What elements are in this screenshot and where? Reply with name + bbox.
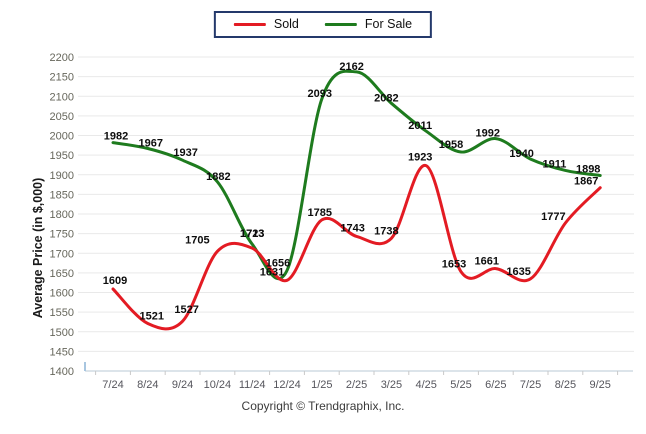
y-tick-label: 1800 <box>50 209 74 221</box>
y-tick-label: 2000 <box>50 131 74 143</box>
x-tick-label: 9/24 <box>172 379 193 391</box>
sold-data-label: 1867 <box>574 176 598 188</box>
x-tick-label: 9/25 <box>589 379 610 391</box>
sold-data-label: 1743 <box>340 222 364 234</box>
copyright-notice: Copyright © Trendgraphix, Inc. <box>241 399 405 413</box>
sold-data-label: 1521 <box>140 311 164 323</box>
legend-label-for-sale: For Sale <box>364 17 413 31</box>
y-tick-label: 2100 <box>50 91 74 103</box>
legend-label-sold: Sold <box>273 17 299 31</box>
y-tick-label: 1550 <box>50 307 74 319</box>
sold-data-label: 1713 <box>240 228 264 240</box>
for-sale-data-label: 2093 <box>308 88 332 100</box>
for-sale-line <box>111 69 602 280</box>
x-tick-label: 3/25 <box>381 379 402 391</box>
for-sale-data-label: 1898 <box>576 164 600 176</box>
sold-data-label: 1609 <box>103 275 127 287</box>
y-axis-title: Average Price (in $,000) <box>31 178 45 319</box>
x-tick-label: 8/25 <box>555 379 576 391</box>
for-sale-data-label: 1882 <box>206 171 230 183</box>
x-tick-label: 11/24 <box>239 379 266 391</box>
y-tick-label: 1700 <box>50 248 74 260</box>
for-sale-data-label: 1656 <box>266 258 290 270</box>
x-tick-label: 1/25 <box>311 379 332 391</box>
sold-line <box>111 164 602 331</box>
x-tick-label: 7/25 <box>520 379 541 391</box>
legend-item-sold: Sold <box>233 17 299 31</box>
x-tick-label: 4/25 <box>415 379 436 391</box>
sold-data-label: 1923 <box>408 152 432 164</box>
x-tick-label: 8/24 <box>137 379 158 391</box>
y-tick-label: 1750 <box>50 229 74 241</box>
x-tick-label: 5/25 <box>450 379 471 391</box>
y-tick-label: 1600 <box>50 288 74 300</box>
for-sale-data-label: 1967 <box>139 137 163 149</box>
x-tick-label: 10/24 <box>204 379 232 391</box>
for-sale-data-label: 1937 <box>173 147 197 159</box>
y-tick-label: 1500 <box>50 327 74 339</box>
sold-data-label: 1777 <box>541 211 565 223</box>
for-sale-data-label: 1992 <box>476 128 500 140</box>
y-tick-label: 1400 <box>50 366 74 378</box>
sold-data-label: 1635 <box>506 266 530 278</box>
chart-legend: Sold For Sale <box>213 11 433 38</box>
for-sale-data-label: 1958 <box>439 139 463 151</box>
sold-data-label: 1631 <box>260 266 284 278</box>
for-sale-data-label: 1723 <box>240 228 264 240</box>
x-axis-tick-labels: 7/24 8/24 9/24 10/24 11/24 12/24 1/25 2/25 3/25 4… <box>102 379 611 391</box>
sold-data-label: 1661 <box>475 256 499 268</box>
for-sale-line-swatch <box>324 22 357 26</box>
sold-data-label: 1527 <box>174 304 198 316</box>
y-tick-label: 2200 <box>50 52 74 64</box>
x-tick-label: 2/25 <box>346 379 367 391</box>
for-sale-data-label: 2011 <box>408 120 432 132</box>
sold-data-label: 1653 <box>442 259 466 271</box>
for-sale-data-label: 2082 <box>374 92 398 104</box>
gridlines <box>78 56 634 352</box>
x-tick-label: 12/24 <box>273 379 301 391</box>
y-tick-label: 1450 <box>50 346 74 358</box>
y-tick-label: 1850 <box>50 189 74 201</box>
sold-line-swatch <box>233 22 266 26</box>
for-sale-data-label: 1982 <box>104 131 128 143</box>
for-sale-data-label: 1940 <box>509 148 533 160</box>
sold-data-label: 1738 <box>374 225 398 237</box>
y-tick-label: 1950 <box>50 150 74 162</box>
data-point-labels: 1609 1521 1527 1705 1713 1631 1785 1743 1738 1923… <box>103 61 601 323</box>
y-tick-label: 1900 <box>50 170 74 182</box>
sold-data-label: 1705 <box>185 234 209 246</box>
y-axis-tick-labels: 1400 1450 1500 1550 1600 1650 1700 1750 1800 1850… <box>50 52 74 378</box>
y-tick-label: 1650 <box>50 268 74 280</box>
for-sale-data-label: 1911 <box>542 158 566 170</box>
sold-data-label: 1785 <box>308 207 332 219</box>
x-tick-label: 6/25 <box>485 379 506 391</box>
axes <box>84 362 633 375</box>
legend-item-for-sale: For Sale <box>324 17 413 31</box>
y-tick-label: 2050 <box>50 111 74 123</box>
x-tick-label: 7/24 <box>102 379 123 391</box>
for-sale-data-label: 2162 <box>339 61 363 73</box>
y-tick-label: 2150 <box>50 72 74 84</box>
series-lines <box>111 69 602 331</box>
